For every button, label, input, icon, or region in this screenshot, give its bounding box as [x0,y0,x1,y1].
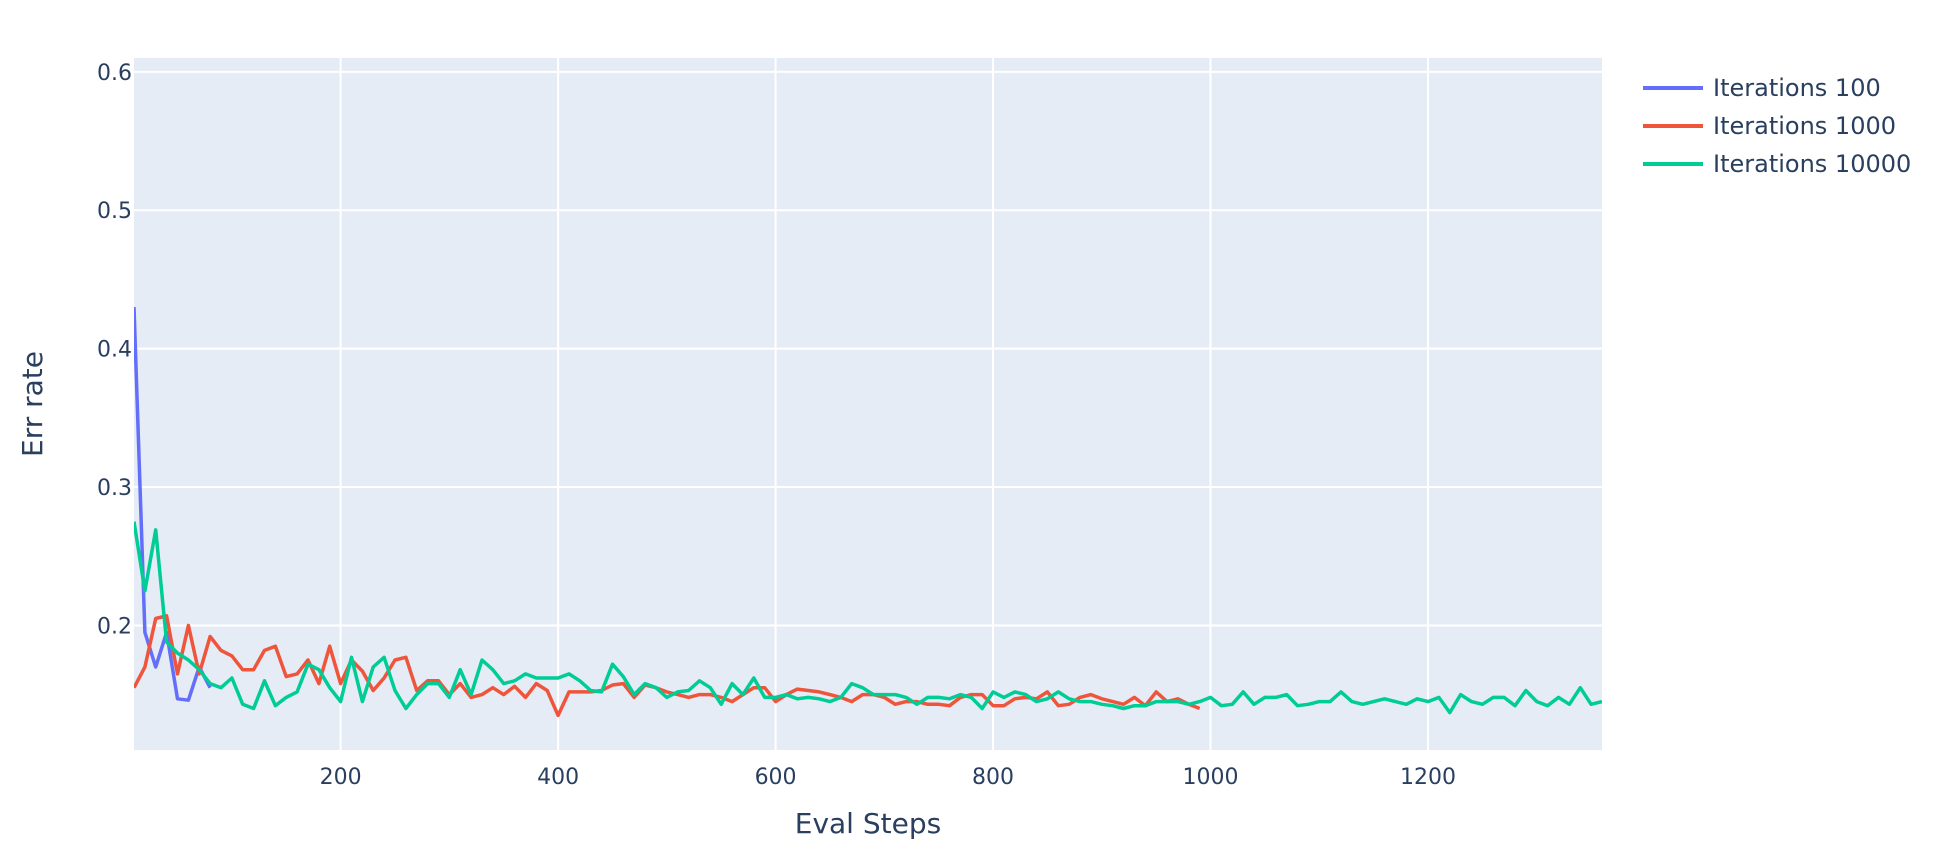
y-axis-title: Err rate [16,351,49,457]
x-tick-label: 200 [320,765,362,790]
y-tick-label: 0.5 [97,199,132,224]
plot-background [134,58,1602,750]
series-lines [134,307,1602,718]
x-tick-label: 1200 [1400,765,1456,790]
y-tick-label: 0.2 [97,614,132,639]
y-tick-label: 0.3 [97,476,132,501]
legend-label: Iterations 10000 [1713,150,1911,178]
x-tick-label: 600 [755,765,797,790]
legend-label: Iterations 1000 [1713,112,1896,140]
x-axis-title: Eval Steps [795,807,941,840]
grid-lines [134,58,1602,750]
y-tick-label: 0.6 [97,61,132,86]
y-tick-label: 0.4 [97,338,132,363]
legend-label: Iterations 100 [1713,74,1881,102]
x-tick-label: 1000 [1183,765,1239,790]
x-tick-label: 400 [537,765,579,790]
legend: Iterations 100 Iterations 1000 Iterations … [1643,74,1911,178]
x-tick-label: 800 [972,765,1014,790]
y-axis-ticks: 0.2 0.3 0.4 0.5 0.6 [97,61,132,640]
x-axis-ticks: 200 400 600 800 1000 1200 [320,765,1456,790]
series-line-2 [134,521,1602,715]
